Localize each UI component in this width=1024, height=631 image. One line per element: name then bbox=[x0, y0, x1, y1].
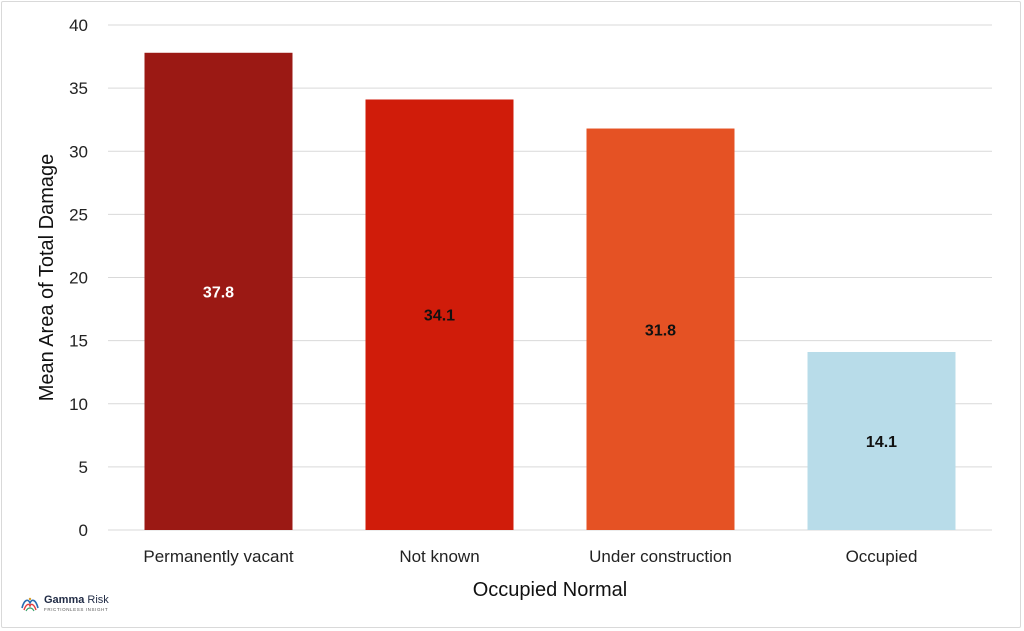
x-tick-label: Occupied bbox=[846, 547, 918, 566]
bar bbox=[365, 99, 514, 531]
y-tick-label: 35 bbox=[69, 79, 88, 98]
x-tick-label: Under construction bbox=[589, 547, 732, 566]
y-tick-label: 5 bbox=[79, 458, 88, 477]
y-axis-title: Mean Area of Total Damage bbox=[36, 154, 58, 402]
y-tick-label: 10 bbox=[69, 395, 88, 414]
x-tick-label: Not known bbox=[399, 547, 479, 566]
bar bbox=[586, 128, 735, 530]
y-tick-label: 30 bbox=[69, 142, 88, 161]
bar bbox=[807, 351, 956, 530]
y-tick-label: 20 bbox=[69, 269, 88, 288]
gamma-risk-logo-icon bbox=[21, 597, 39, 612]
x-tick-label: Permanently vacant bbox=[143, 547, 294, 566]
logo-tagline: FRICTIONLESS INSIGHT bbox=[44, 607, 109, 613]
data-label: 34.1 bbox=[424, 308, 455, 325]
data-label: 31.8 bbox=[645, 322, 676, 339]
logo-brand-bold: Gamma bbox=[44, 594, 85, 607]
x-axis-title: Occupied Normal bbox=[473, 579, 628, 601]
y-axis-ticks: 0 5 10 15 20 25 30 35 40 bbox=[69, 16, 88, 540]
data-label: 14.1 bbox=[866, 434, 897, 451]
bar bbox=[144, 52, 293, 531]
logo-brand-light: Risk bbox=[87, 594, 109, 607]
y-tick-label: 40 bbox=[69, 16, 88, 35]
y-tick-label: 0 bbox=[79, 521, 88, 540]
data-label: 37.8 bbox=[203, 284, 234, 301]
y-tick-label: 15 bbox=[69, 332, 88, 351]
y-tick-label: 25 bbox=[69, 205, 88, 224]
gamma-risk-logo: Gamma Risk FRICTIONLESS INSIGHT bbox=[20, 592, 109, 616]
x-axis-ticks: Permanently vacant Not known Under constru… bbox=[143, 547, 917, 566]
data-labels: 37.8 34.1 31.8 14.1 bbox=[203, 284, 897, 451]
bars bbox=[144, 52, 956, 531]
